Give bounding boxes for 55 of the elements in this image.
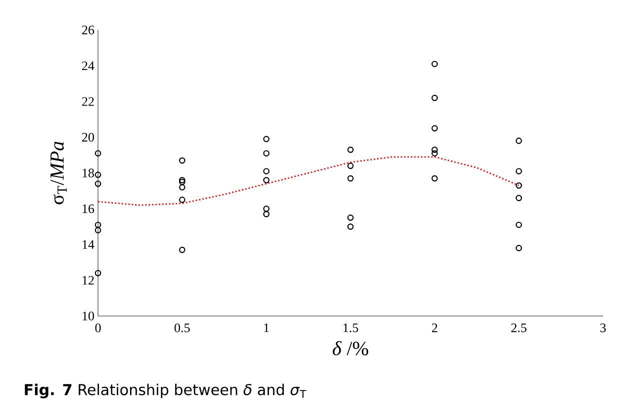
x-axis-title: δ /% [332, 341, 368, 356]
point [94, 180, 102, 187]
y-tick-label: 18 [82, 168, 94, 178]
point [179, 177, 186, 184]
x-tick-label: 0 [95, 324, 101, 332]
point [263, 210, 270, 218]
x-tick-label: 3 [600, 324, 606, 332]
point [179, 184, 186, 190]
point [179, 196, 186, 203]
x-tick-label: 0.5 [174, 324, 190, 332]
x-tick-label: 1.5 [344, 324, 358, 332]
point [94, 222, 102, 228]
point [516, 182, 522, 189]
x-tick-label: 2.5 [511, 324, 526, 332]
point [347, 223, 354, 230]
point [94, 150, 102, 156]
x-tick-label: 2 [432, 324, 438, 332]
x-tick-label: 1 [264, 324, 269, 332]
point [263, 177, 270, 184]
point [263, 168, 270, 174]
y-tick-label: 12 [82, 276, 94, 285]
point [263, 150, 270, 156]
y-tick-label: 14 [82, 240, 94, 249]
point [516, 244, 522, 252]
point [432, 125, 438, 132]
y-tick-label: 24 [82, 61, 94, 70]
point [347, 146, 354, 153]
point [347, 162, 354, 169]
point [263, 136, 270, 142]
point [94, 270, 102, 276]
point [432, 60, 438, 68]
point [516, 194, 522, 202]
point [263, 206, 270, 212]
y-tick-label: 20 [82, 132, 94, 142]
point [94, 172, 102, 178]
y-tick-label: 26 [82, 26, 94, 34]
y-tick-label: 16 [82, 204, 94, 214]
y-axis-title: σ$_{T}$/MPa [50, 142, 67, 204]
point [347, 214, 354, 221]
point [516, 168, 522, 174]
point [179, 178, 186, 186]
point [516, 222, 522, 228]
point [516, 138, 522, 144]
point [94, 227, 102, 234]
point [432, 175, 438, 182]
point [179, 157, 186, 164]
point [179, 246, 186, 254]
point [347, 175, 354, 182]
point [432, 146, 438, 153]
y-tick-label: 10 [82, 312, 94, 320]
y-tick-label: 22 [82, 97, 94, 106]
point [432, 94, 438, 102]
text: Fig. 7 Relationship between δ and σ$_{T}$ [24, 384, 306, 398]
point [432, 150, 438, 156]
line-series [97, 156, 520, 206]
